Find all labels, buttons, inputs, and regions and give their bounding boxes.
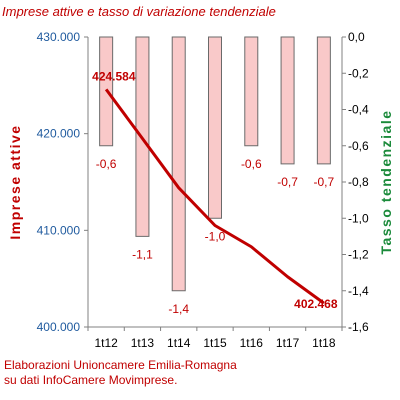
left-axis-label: Imprese attive — [7, 124, 23, 239]
right-tick-label: -0,6 — [348, 139, 369, 153]
x-tick-label: 1t12 — [94, 336, 118, 350]
bar-1t17 — [280, 36, 295, 165]
bars-group — [99, 36, 331, 292]
bar-1t16 — [244, 36, 259, 147]
bar-label-1t13: -1,1 — [132, 247, 153, 261]
x-tick-label: 1t15 — [203, 336, 227, 350]
x-tick-label: 1t17 — [276, 336, 300, 350]
right-tick-label: -1,0 — [348, 211, 369, 225]
bar-label-1t12: -0,6 — [96, 157, 117, 171]
x-tick-label: 1t16 — [240, 336, 264, 350]
left-tick-label: 430.000 — [37, 30, 81, 44]
x-tick-label: 1t14 — [167, 336, 191, 350]
right-tick-label: -0,8 — [348, 175, 369, 189]
bar-label-1t14: -1,4 — [168, 302, 189, 316]
line-point-label: 424.584 — [92, 69, 136, 83]
x-ticks-group: 1t12 1t13 1t14 1t15 1t16 1t17 1t18 — [87, 327, 343, 350]
right-axis-label: Tasso tendenziale — [378, 109, 394, 254]
right-tick-label: 0,0 — [348, 30, 365, 44]
left-ticks-group: 400.000 410.000 420.000 430.000 — [37, 30, 88, 334]
bar-1t15 — [208, 36, 222, 219]
left-tick-label: 400.000 — [37, 320, 81, 334]
left-tick-label: 420.000 — [37, 127, 81, 141]
chart-title: Imprese attive e tasso di variazione ten… — [2, 4, 276, 19]
bar-label-1t17: -0,7 — [277, 175, 298, 189]
right-tick-label: -0,4 — [348, 103, 369, 117]
imprese-attive-line — [104, 88, 325, 305]
right-ticks-group: 0,0 -0,2 -0,4 -0,6 -0,8 -1,0 -1,2 -1,4 -1,6 — [342, 30, 369, 334]
right-tick-label: -1,2 — [348, 248, 369, 262]
bar-labels-group: -0,6 -1,1 -1,4 -1,0 -0,6 -0,7 -0,7 — [96, 157, 335, 316]
x-tick-label: 1t18 — [312, 336, 336, 350]
bar-label-1t16: -0,6 — [241, 157, 262, 171]
credit-line-1: Elaborazioni Unioncamere Emilia-Romagna — [4, 358, 237, 372]
bar-1t18 — [316, 36, 331, 165]
line-point-label: 402.468 — [294, 297, 338, 311]
right-tick-label: -0,2 — [348, 66, 369, 80]
line-point-labels-group: 424.584 402.468 — [92, 69, 338, 311]
bar-1t14 — [171, 36, 186, 292]
bar-label-1t15: -1,0 — [205, 229, 226, 243]
source-credit: Elaborazioni Unioncamere Emilia-Romagna … — [4, 358, 237, 388]
right-tick-label: -1,6 — [348, 320, 369, 334]
x-tick-label: 1t13 — [131, 336, 155, 350]
right-tick-label: -1,4 — [348, 284, 369, 298]
left-tick-label: 410.000 — [37, 223, 81, 237]
credit-line-2: su dati InfoCamere Movimprese. — [4, 373, 178, 387]
bar-label-1t18: -0,7 — [314, 175, 335, 189]
